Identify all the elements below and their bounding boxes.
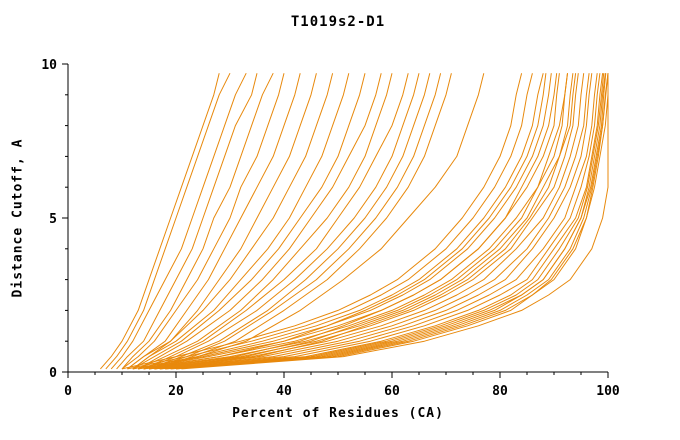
model-curve xyxy=(100,73,220,370)
x-tick-label: 80 xyxy=(492,384,508,399)
model-curve xyxy=(127,73,533,370)
model-curve xyxy=(159,73,577,370)
model-curve xyxy=(143,73,574,370)
model-curve xyxy=(121,73,523,370)
model-curve xyxy=(127,73,334,370)
model-curve xyxy=(165,73,609,370)
model-curve xyxy=(127,73,301,370)
model-curve xyxy=(121,73,285,370)
model-curve xyxy=(148,73,558,370)
x-axis-label: Percent of Residues (CA) xyxy=(232,406,444,421)
model-curve xyxy=(154,73,598,370)
model-curve xyxy=(110,72,247,370)
y-tick-label: 0 xyxy=(49,366,57,381)
model-curve xyxy=(175,73,609,370)
model-curve xyxy=(159,73,604,370)
model-curve xyxy=(154,73,593,370)
x-tick-label: 20 xyxy=(168,384,184,399)
model-curve xyxy=(154,73,568,370)
x-tick-label: 60 xyxy=(384,384,400,399)
model-curve xyxy=(148,73,431,370)
model-curve xyxy=(143,73,409,370)
model-curve xyxy=(116,73,258,370)
model-curve xyxy=(148,73,442,370)
model-curve xyxy=(159,73,601,370)
chart-title: T1019s2-D1 xyxy=(290,14,386,30)
model-curve xyxy=(143,73,579,370)
model-curve xyxy=(132,73,366,370)
y-tick-label: 5 xyxy=(49,212,57,227)
model-curve xyxy=(132,73,544,370)
model-curve xyxy=(105,72,231,370)
model-curve xyxy=(137,73,393,370)
model-curve xyxy=(154,73,485,370)
model-curve xyxy=(121,72,274,370)
model-curve xyxy=(132,73,350,370)
model-curve xyxy=(148,73,590,370)
y-tick-label: 10 xyxy=(41,58,57,73)
model-curve xyxy=(175,73,607,370)
x-tick-label: 100 xyxy=(596,384,620,399)
model-curve xyxy=(148,73,585,370)
model-curve xyxy=(143,73,547,370)
model-curve xyxy=(143,73,420,370)
x-tick-label: 40 xyxy=(276,384,292,399)
model-curve xyxy=(170,73,605,370)
x-tick-label: 0 xyxy=(64,384,72,399)
model-curve xyxy=(137,73,382,370)
model-curve xyxy=(181,73,609,370)
model-curve xyxy=(138,73,568,370)
model-curve xyxy=(170,73,609,370)
model-curve xyxy=(132,73,552,370)
